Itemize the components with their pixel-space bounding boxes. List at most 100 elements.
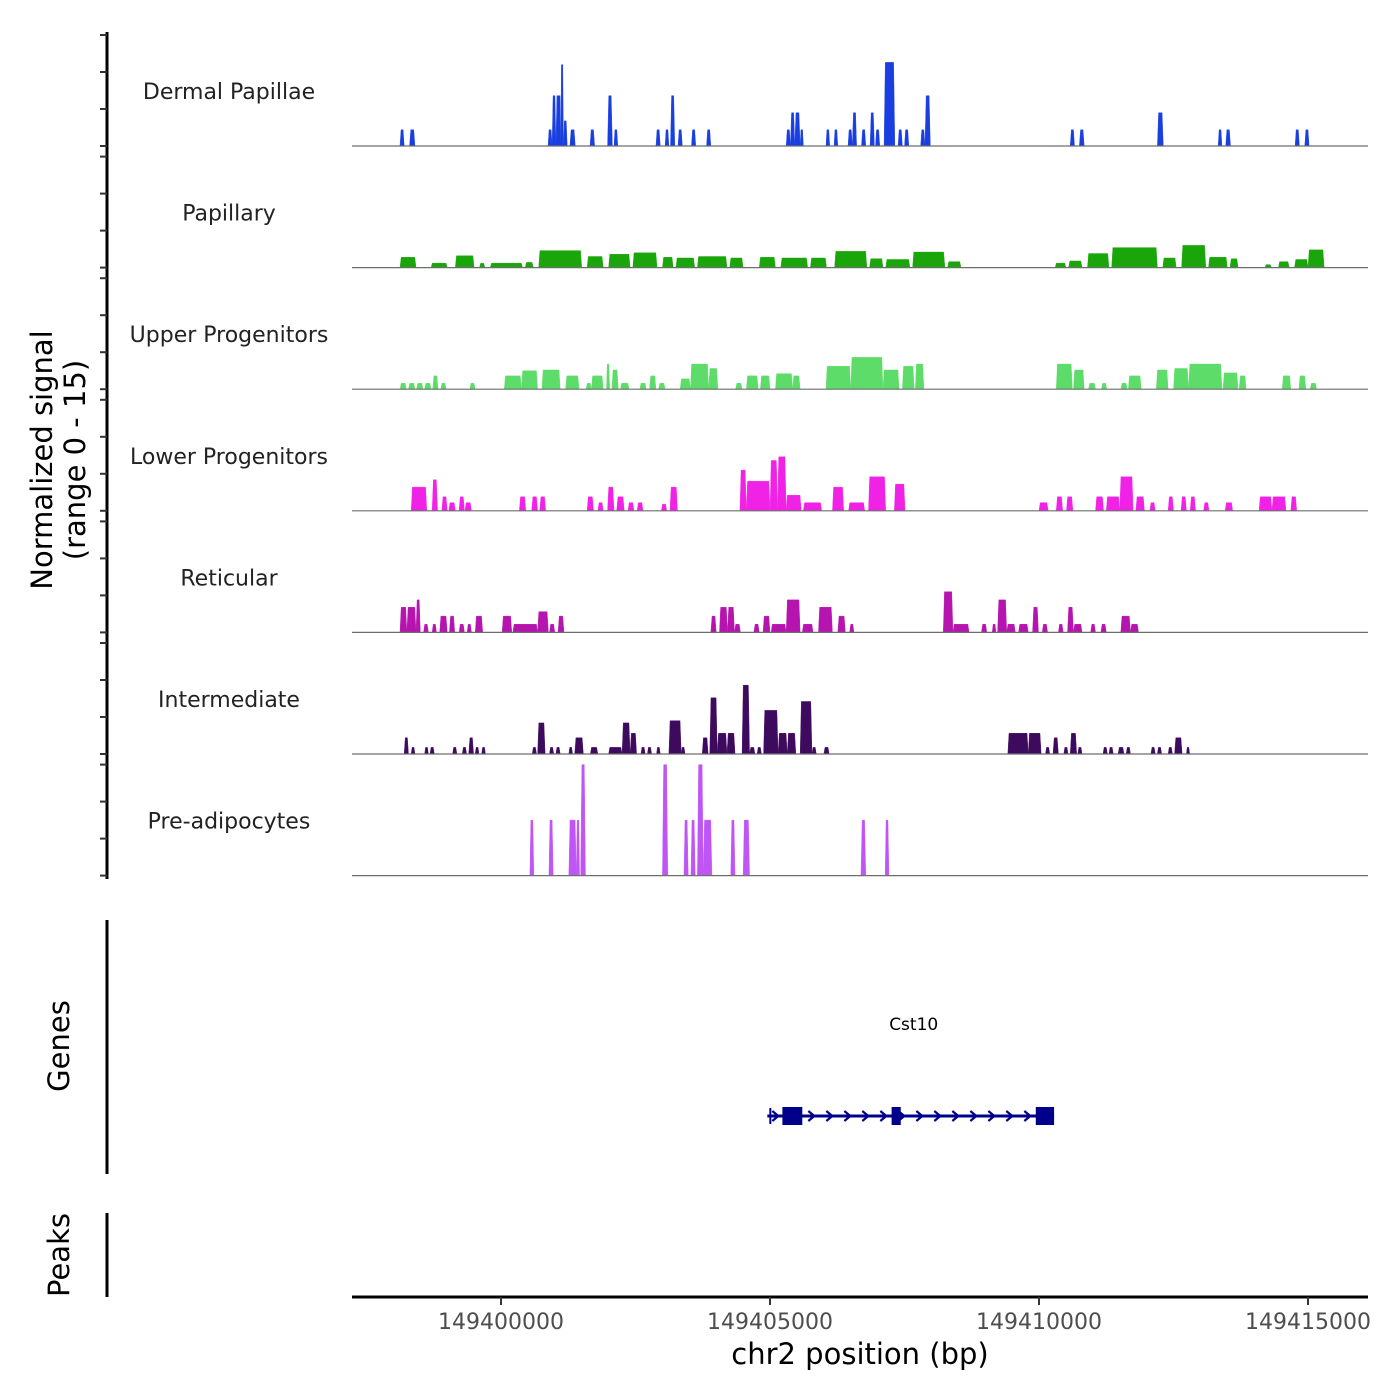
coverage-peak	[410, 486, 427, 511]
strand-arrow-icon	[861, 1110, 871, 1122]
coverage-peak	[399, 383, 407, 390]
coverage-peak	[479, 262, 486, 268]
x-tick-label: 149400000	[438, 1310, 564, 1335]
coverage-peak	[894, 483, 906, 511]
coverage-peak	[541, 369, 561, 390]
coverage-peak	[432, 375, 439, 390]
coverage-peak	[1077, 747, 1083, 755]
coverage-peak	[1225, 129, 1231, 147]
coverage-peak	[1032, 607, 1039, 633]
coverage-peak	[690, 363, 709, 390]
coverage-peak	[474, 747, 480, 755]
coverage-peak	[741, 684, 750, 755]
coverage-peak	[860, 819, 866, 876]
coverage-peak	[749, 747, 756, 755]
coverage-peak	[915, 363, 925, 390]
coverage-peak	[1130, 624, 1139, 633]
coverage-peak	[1181, 245, 1207, 268]
coverage-peak	[833, 129, 839, 147]
coverage-peak	[811, 747, 817, 755]
coverage-peak	[883, 62, 896, 147]
coverage-peak	[415, 599, 421, 633]
coverage-peak	[640, 747, 646, 755]
coverage-peak	[458, 624, 465, 633]
coverage-peak	[759, 257, 776, 268]
coverage-peak	[539, 496, 546, 511]
x-axis-title: chr2 position (bp)	[731, 1337, 988, 1371]
coverage-peak	[702, 737, 709, 755]
coverage-peak	[448, 502, 456, 511]
coverage-peak	[537, 611, 549, 633]
coverage-peak	[481, 747, 486, 755]
coverage-peak	[1120, 383, 1128, 390]
coverage-peak	[455, 255, 475, 268]
coverage-peak	[746, 481, 771, 511]
coverage-peak	[802, 624, 814, 633]
coverage-peak	[850, 357, 884, 390]
coverage-peak	[1271, 496, 1287, 511]
coverage-peak	[1149, 502, 1156, 511]
coverage-peak	[1073, 369, 1085, 390]
coverage-peak	[1186, 747, 1190, 755]
coverage-peak	[1006, 624, 1016, 633]
coverage-peak	[1102, 747, 1108, 755]
coverage-peak	[719, 607, 728, 633]
coverage-peak	[627, 502, 635, 511]
coverage-peak	[440, 383, 447, 390]
coverage-peak	[1038, 502, 1049, 511]
coverage-peak	[464, 502, 472, 511]
track-pre-adipocytes: Pre-adipocytes	[148, 764, 1368, 877]
coverage-peak	[729, 257, 744, 268]
coverage-peak	[547, 129, 553, 147]
strand-arrow-icon	[915, 1110, 925, 1122]
coverage-peak	[825, 129, 830, 147]
coverage-peak	[668, 720, 682, 755]
coverage-peak	[590, 747, 599, 755]
coverage-peak	[568, 819, 577, 876]
coverage-peak	[834, 251, 868, 268]
strand-arrow-icon	[951, 1110, 961, 1122]
coverage-peak	[1174, 737, 1183, 755]
coverage-peak	[1298, 375, 1307, 390]
coverage-peak	[1056, 363, 1073, 390]
coverage-peak	[1222, 372, 1239, 390]
coverage-peak	[424, 383, 432, 390]
x-tick-label: 149405000	[707, 1310, 833, 1335]
coverage-peak	[608, 254, 631, 268]
coverage-peak	[756, 747, 762, 755]
coverage-peak	[620, 383, 630, 390]
coverage-peak	[557, 615, 565, 633]
coverage-peak	[574, 737, 584, 755]
coverage-peak	[416, 383, 424, 390]
y-axis-title-line-2: (range 0 - 15)	[58, 360, 92, 560]
coverage-peak	[1063, 747, 1069, 755]
x-axis-ticks: 149400000 149405000 149410000 149415000	[438, 1297, 1371, 1335]
coverage-peak	[884, 819, 890, 876]
coverage-peak	[439, 615, 448, 633]
track-upper-progenitors: Upper Progenitors	[130, 323, 1368, 390]
strand-arrow-icon	[1023, 1110, 1033, 1122]
strand-arrow-icon	[771, 1110, 781, 1122]
coverage-peak	[551, 95, 557, 147]
coverage-peak	[868, 476, 886, 511]
coverage-peak	[441, 496, 448, 511]
coverage-peak	[1217, 129, 1223, 147]
track-label: Upper Progenitors	[130, 323, 329, 348]
coverage-peak	[1070, 733, 1077, 755]
coverage-peak	[616, 496, 625, 511]
coverage-peak	[406, 607, 417, 633]
coverage-peak	[897, 129, 903, 147]
coverage-peak	[799, 129, 804, 147]
x-tick-label: 149410000	[976, 1310, 1102, 1335]
coverage-peak	[410, 747, 416, 755]
coverage-peak	[1294, 129, 1300, 147]
coverage-peak	[1258, 496, 1273, 511]
coverage-peak	[424, 747, 429, 755]
coverage-peak	[780, 257, 808, 268]
coverage-peak	[549, 624, 556, 633]
coverage-peak	[1167, 496, 1174, 511]
coverage-peak	[568, 747, 573, 755]
coverage-peak	[669, 486, 678, 511]
coverage-peak	[753, 624, 760, 633]
